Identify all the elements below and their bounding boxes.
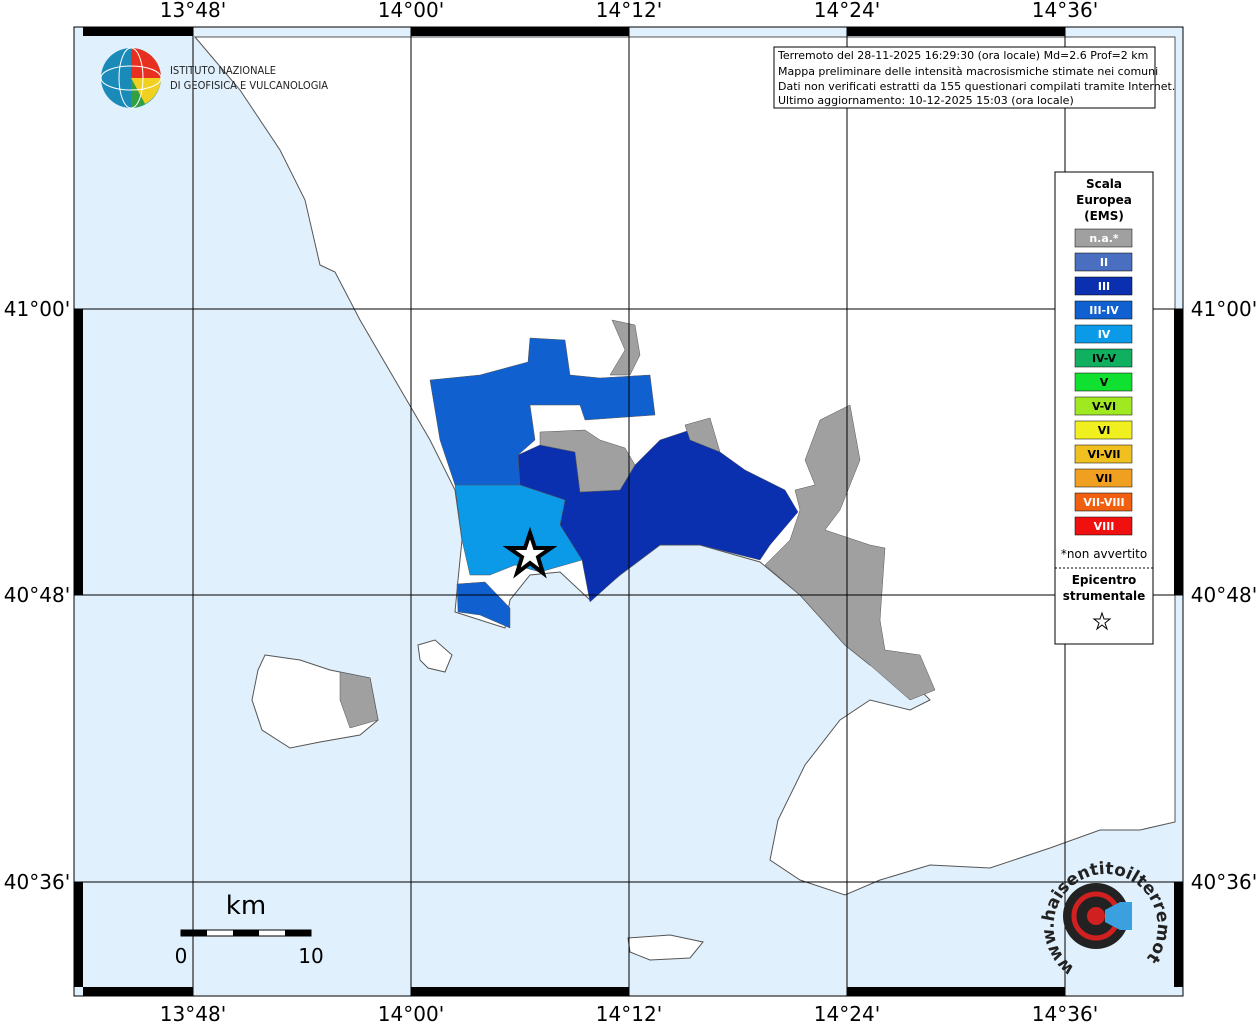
lon-label: 14°12' (596, 0, 662, 22)
lon-label: 14°24' (814, 1002, 880, 1024)
info-box: Terremoto del 28-11-2025 16:29:30 (ora l… (773, 46, 1175, 109)
legend-swatch (1074, 468, 1133, 488)
lon-label: 13°48' (160, 0, 226, 22)
area-na-ischia (339, 671, 379, 729)
legend-swatch (1074, 516, 1133, 536)
legend-label: VIII (1094, 520, 1115, 533)
legend-label: II (1100, 256, 1108, 269)
lon-label: 14°12' (596, 1002, 662, 1024)
lon-label: 14°00' (378, 1002, 444, 1024)
legend-swatch (1074, 420, 1133, 440)
legend-label: n.a.* (1089, 232, 1119, 245)
legend-swatch (1074, 396, 1133, 416)
info-line: Terremoto del 28-11-2025 16:29:30 (ora l… (777, 49, 1148, 62)
ingv-logo: ISTITUTO NAZIONALE DI GEOFISICA E VULCAN… (100, 47, 328, 109)
legend-title: Scala (1086, 177, 1122, 191)
area-na (764, 404, 936, 701)
legend-swatch (1074, 348, 1133, 368)
legend-label: VI (1098, 424, 1111, 437)
frame (73, 26, 1184, 997)
legend-swatch (1074, 492, 1133, 512)
legend-label: III-IV (1089, 304, 1119, 317)
legend-swatch (1074, 228, 1133, 248)
scale-label: 0 (175, 944, 188, 968)
lat-label: 40°48' (4, 583, 70, 607)
info-line: Ultimo aggiornamento: 10-12-2025 15:03 (… (778, 94, 1074, 107)
legend-label: III (1098, 280, 1110, 293)
legend-swatch (1074, 444, 1133, 464)
area-iii-iv-south (456, 581, 511, 629)
legend-swatch (1074, 372, 1133, 392)
legend-epicenter: strumentale (1063, 589, 1146, 603)
scale-unit: km (226, 891, 266, 921)
legend-title: Europea (1076, 193, 1132, 207)
logo-text: DI GEOFISICA E VULCANOLOGIA (170, 79, 328, 92)
legend-epicenter: Epicentro (1072, 573, 1137, 587)
info-line: Dati non verificati estratti da 155 ques… (778, 80, 1175, 93)
legend-label: IV-V (1092, 352, 1117, 365)
island-procida (417, 639, 453, 673)
legend-title: (EMS) (1084, 209, 1124, 223)
lon-label: 14°36' (1032, 0, 1098, 22)
legend-label: VI-VII (1087, 448, 1120, 461)
island-capri (627, 934, 704, 961)
lon-label: 14°24' (814, 0, 880, 22)
legend-label: IV (1098, 328, 1111, 341)
epicenter-star (502, 526, 558, 579)
lat-label: 41°00' (4, 297, 70, 321)
area-na (609, 319, 641, 376)
area-na (539, 429, 636, 493)
lon-label: 13°48' (160, 1002, 226, 1024)
legend-label: VII (1096, 472, 1113, 485)
lat-label: 41°00' (1191, 297, 1256, 321)
lat-label: 40°48' (1191, 583, 1256, 607)
legend-note: *non avvertito (1061, 547, 1147, 561)
legend: Scala Europea (EMS) *non avvertito Epice… (1054, 171, 1154, 645)
legend-swatch (1074, 252, 1133, 272)
lon-label: 14°00' (378, 0, 444, 22)
area-na (684, 417, 721, 453)
lon-label: 14°36' (1032, 1002, 1098, 1024)
legend-swatch (1074, 324, 1133, 344)
lat-label: 40°36' (1191, 870, 1256, 894)
info-line: Mappa preliminare delle intensità macros… (778, 65, 1158, 78)
legend-star (1092, 611, 1112, 631)
legend-label: V (1100, 376, 1109, 389)
scale-bar: km 0 10 (175, 891, 324, 968)
legend-swatch (1074, 300, 1133, 320)
logo-text: ISTITUTO NAZIONALE (170, 64, 276, 77)
lat-label: 40°36' (4, 870, 70, 894)
legend-label: VII-VIII (1083, 496, 1124, 509)
legend-label: V-VI (1092, 400, 1116, 413)
legend-swatch (1074, 276, 1133, 296)
scale-label: 10 (298, 944, 323, 968)
